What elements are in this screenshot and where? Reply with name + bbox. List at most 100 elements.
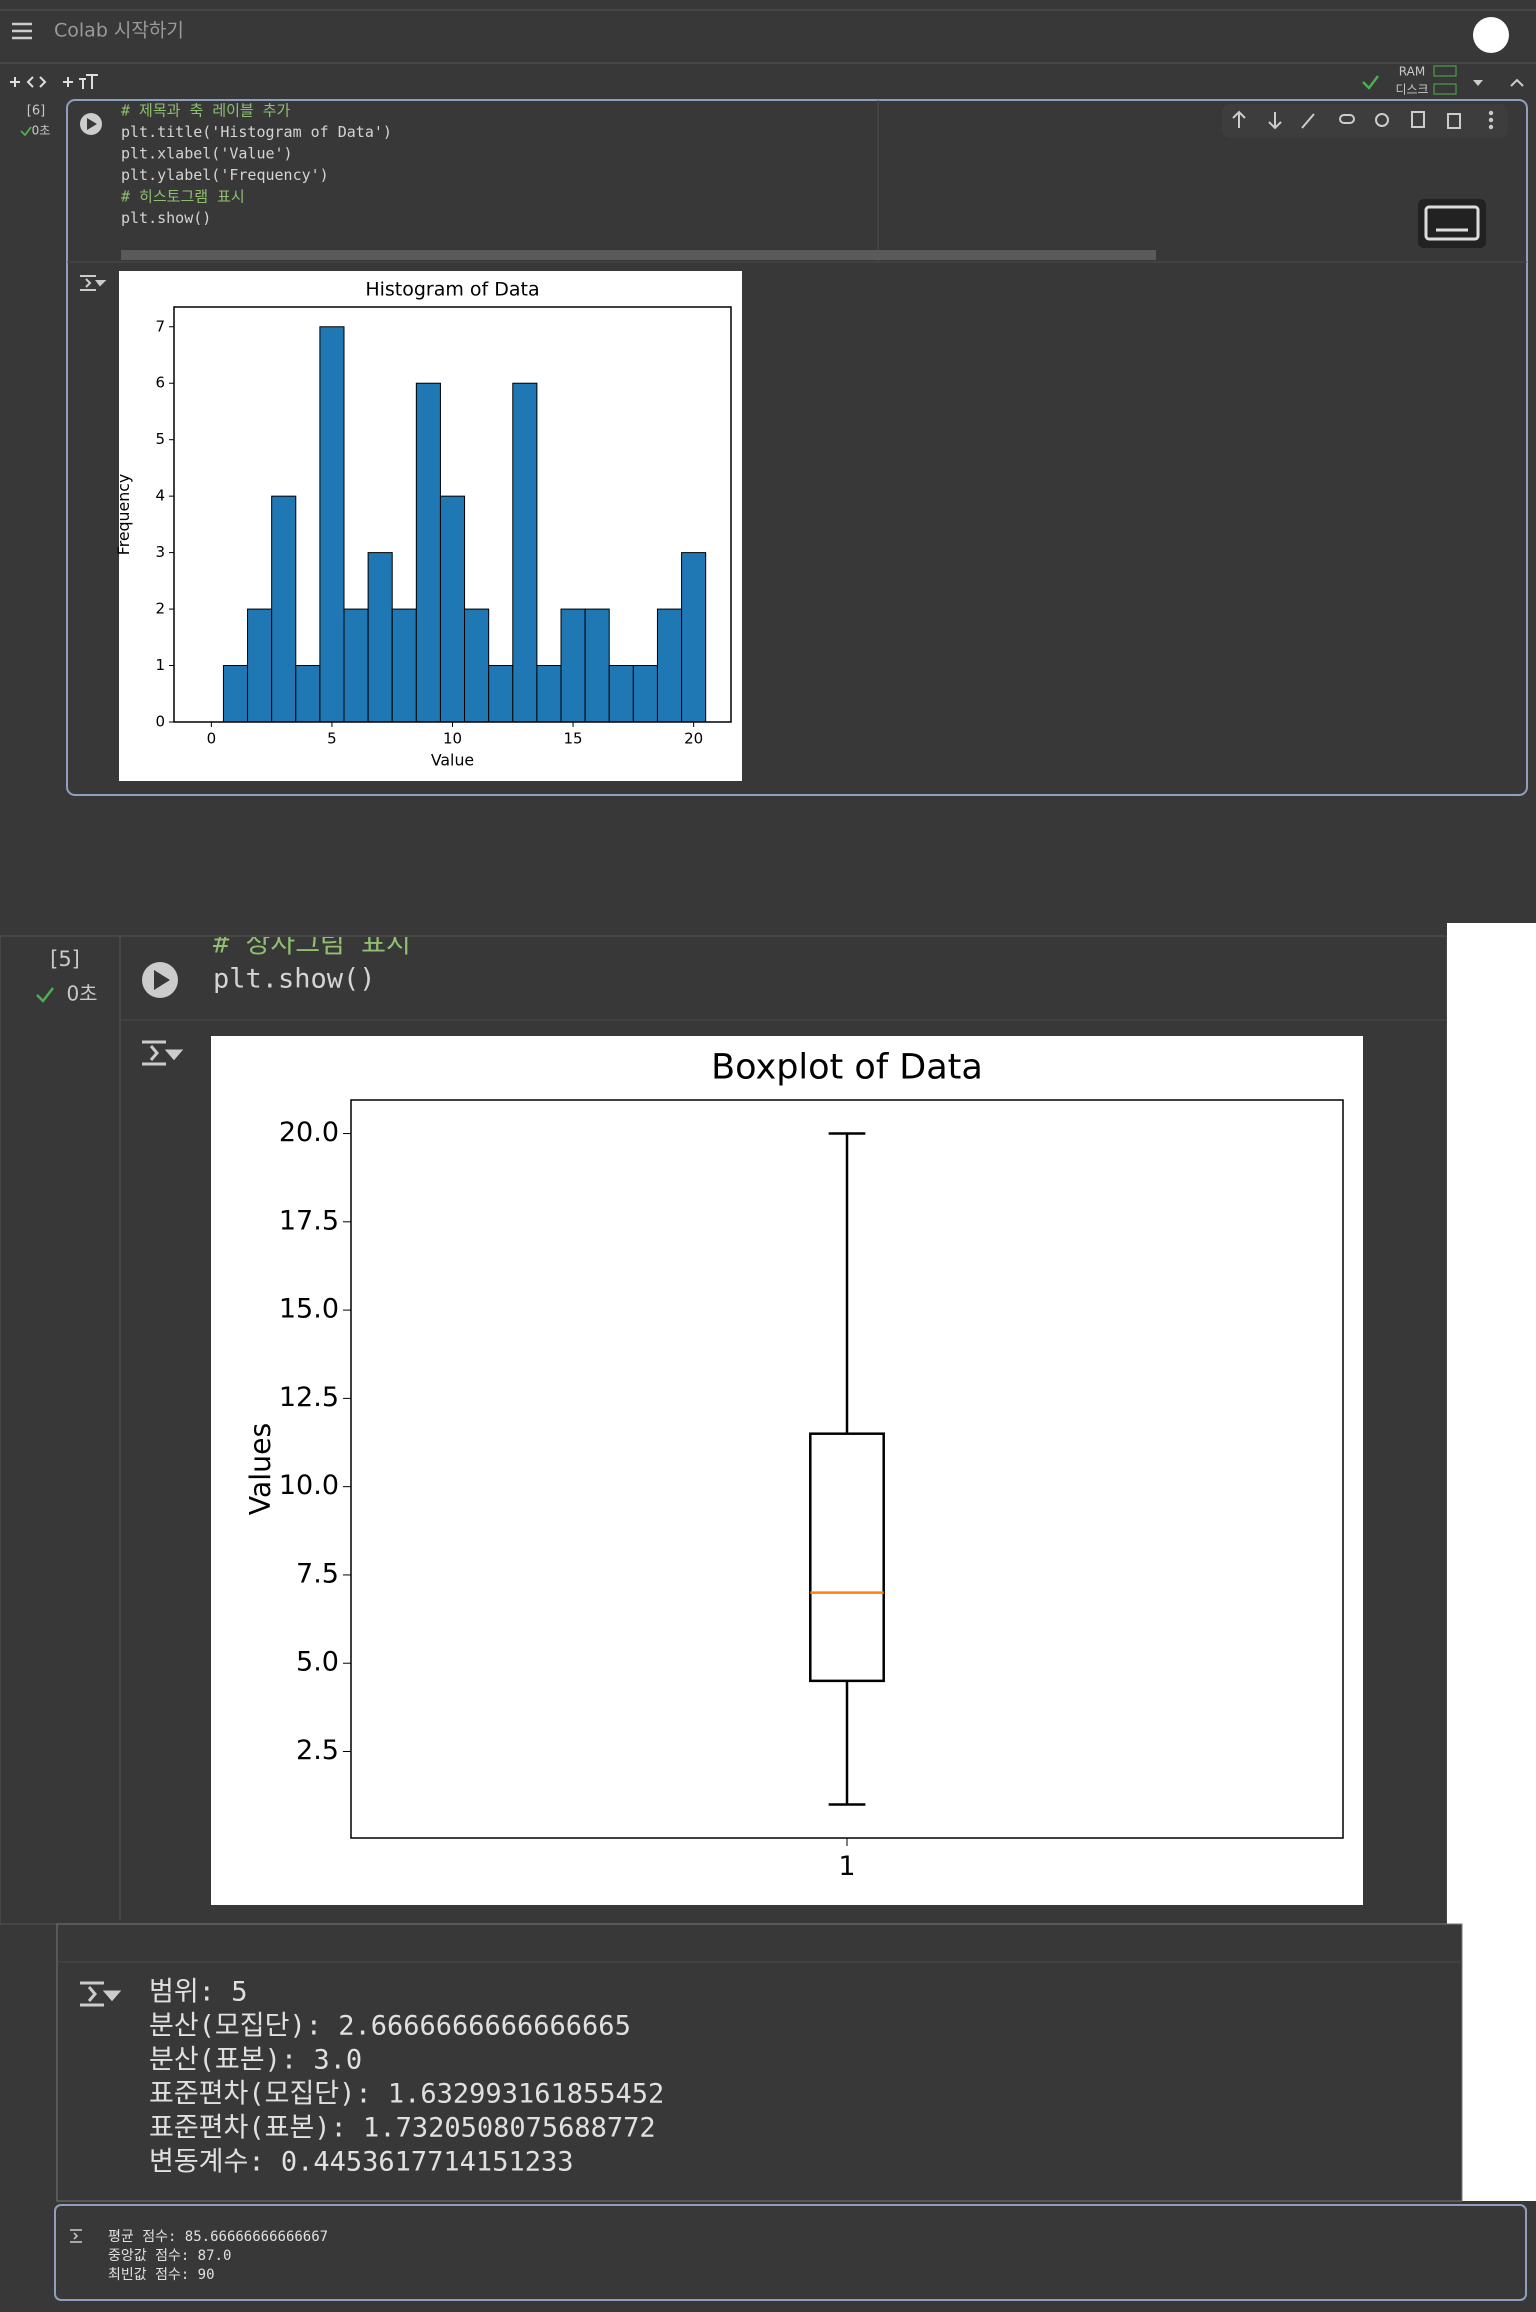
output-line: 평균 점수: 85.66666666666667 bbox=[108, 2229, 328, 2245]
ram-label: RAM bbox=[1399, 65, 1425, 79]
code-line: plt.show() bbox=[213, 964, 376, 995]
run-time: 0초 bbox=[32, 124, 51, 138]
y-tick-label: 5.0 bbox=[296, 1647, 339, 1678]
x-tick-label: 1 bbox=[838, 1851, 855, 1882]
y-tick-label: 5 bbox=[155, 430, 165, 448]
bar bbox=[681, 552, 707, 723]
bar bbox=[222, 665, 249, 723]
add-code[interactable] bbox=[10, 76, 47, 88]
scrollbar[interactable] bbox=[121, 250, 1156, 260]
code-line: plt.show() bbox=[121, 209, 211, 227]
output-line: 분산(표본): 3.0 bbox=[149, 2045, 362, 2076]
y-tick-label: 10.0 bbox=[279, 1470, 339, 1501]
run-check bbox=[36, 987, 54, 1003]
bar bbox=[512, 382, 538, 723]
connected-check bbox=[1362, 75, 1379, 90]
y-tick-label: 3 bbox=[155, 543, 165, 561]
ram-meter bbox=[1433, 65, 1457, 77]
output-icon[interactable] bbox=[70, 2229, 82, 2243]
bar bbox=[367, 552, 393, 723]
cell-index: [5] bbox=[50, 947, 80, 971]
notebook-title[interactable]: Colab 시작하기 bbox=[54, 20, 184, 42]
y-tick-label: 0 bbox=[155, 713, 165, 731]
bar bbox=[584, 608, 610, 723]
output-icon[interactable] bbox=[80, 275, 107, 291]
avatar[interactable] bbox=[1473, 17, 1509, 53]
disk-meter bbox=[1433, 83, 1457, 95]
menu-icon[interactable] bbox=[12, 22, 32, 40]
bar bbox=[415, 382, 441, 723]
y-tick-label: 6 bbox=[155, 374, 165, 392]
run-check bbox=[20, 126, 32, 137]
score-output bbox=[54, 2204, 1527, 2301]
x-tick-label: 10 bbox=[443, 730, 462, 748]
code-line: plt.title('Histogram of Data') bbox=[121, 123, 392, 141]
bar bbox=[439, 495, 466, 723]
y-tick-label: 1 bbox=[155, 656, 165, 674]
keyboard-icon[interactable] bbox=[1418, 199, 1486, 248]
output-line: 분산(모집단): 2.6666666666666665 bbox=[149, 2011, 631, 2042]
bar bbox=[560, 608, 586, 723]
run-button[interactable] bbox=[142, 962, 178, 998]
code-line: # 제목과 축 레이블 추가 bbox=[121, 102, 291, 120]
x-tick-label: 15 bbox=[564, 730, 583, 748]
blank-area bbox=[1462, 1924, 1536, 2201]
bar bbox=[488, 665, 514, 723]
output-line: 표준편차(모집단): 1.632993161855452 bbox=[149, 2079, 664, 2110]
x-tick-label: 20 bbox=[684, 730, 703, 748]
disk-label: 디스크 bbox=[1395, 83, 1428, 97]
code-line: # 상자그림 표시 bbox=[213, 929, 411, 960]
code-line: plt.xlabel('Value') bbox=[121, 145, 293, 163]
bar bbox=[632, 665, 658, 723]
bar bbox=[608, 665, 634, 723]
top-bar bbox=[0, 0, 1536, 63]
add-text[interactable] bbox=[63, 74, 98, 89]
output-line: 최빈값 점수: 90 bbox=[108, 2267, 215, 2283]
y-tick-label: 7 bbox=[155, 317, 165, 335]
bar bbox=[343, 608, 369, 723]
y-tick-label: 17.5 bbox=[279, 1205, 339, 1236]
cell-toolbar-icons[interactable] bbox=[1232, 110, 1494, 130]
output-line: 변동계수: 0.4453617714151233 bbox=[149, 2147, 573, 2178]
run-button[interactable] bbox=[80, 113, 102, 135]
code-editor: # 상자그림 표시 plt.show() bbox=[213, 929, 411, 995]
boxplot: Boxplot of Data Values 2.5 5.0 7.5 10.0 12.5 15… bbox=[244, 1048, 1344, 1882]
bar bbox=[656, 608, 683, 723]
output-icon[interactable] bbox=[80, 1981, 122, 2007]
code-line: # 히스토그램 표시 bbox=[121, 188, 245, 206]
chart-title: Histogram of Data bbox=[365, 278, 539, 300]
y-axis-label: Values bbox=[244, 1423, 277, 1516]
y-tick-label: 2.5 bbox=[296, 1735, 339, 1766]
axes-frame bbox=[173, 306, 732, 723]
x-tick-label: 5 bbox=[327, 730, 337, 748]
boxplot-figure bbox=[211, 1036, 1363, 1905]
x-tick-label: 0 bbox=[207, 730, 217, 748]
output-line: 표준편차(표본): 1.7320508075688772 bbox=[149, 2113, 656, 2144]
bar bbox=[271, 495, 297, 723]
histogram: Histogram of Data Frequency 0 1 2 3 4 5 6 7 0 5 10 15… bbox=[114, 278, 732, 770]
y-tick-label: 2 bbox=[155, 600, 165, 618]
y-tick-label: 4 bbox=[155, 487, 165, 505]
axes-frame bbox=[350, 1099, 1344, 1839]
y-tick-label: 20.0 bbox=[279, 1117, 339, 1148]
runtime-dropdown[interactable] bbox=[1473, 80, 1483, 86]
code-editor: # 제목과 축 레이블 추가 plt.title('Histogram of Da… bbox=[121, 102, 392, 228]
output-line: 중앙값 점수: 87.0 bbox=[108, 2248, 231, 2264]
bar bbox=[247, 608, 273, 723]
output-icon[interactable] bbox=[142, 1040, 184, 1066]
chart-title: Boxplot of Data bbox=[711, 1048, 983, 1088]
box bbox=[809, 1432, 885, 1683]
collapse[interactable] bbox=[1510, 78, 1524, 87]
bar bbox=[391, 608, 417, 723]
y-axis-label: Frequency bbox=[114, 474, 133, 555]
output-text: 범위: 5분산(모집단): 2.6666666666666665분산(표본): … bbox=[149, 1977, 664, 2178]
code-line: plt.ylabel('Frequency') bbox=[121, 166, 329, 184]
output-text: 평균 점수: 85.66666666666667 중앙값 점수: 87.0 최빈값 … bbox=[108, 2229, 328, 2283]
blank-area bbox=[1447, 923, 1536, 1924]
bar bbox=[536, 665, 562, 723]
bar bbox=[464, 608, 490, 723]
y-tick-label: 12.5 bbox=[279, 1382, 339, 1413]
bar bbox=[295, 665, 321, 723]
x-axis-label: Value bbox=[431, 751, 474, 770]
